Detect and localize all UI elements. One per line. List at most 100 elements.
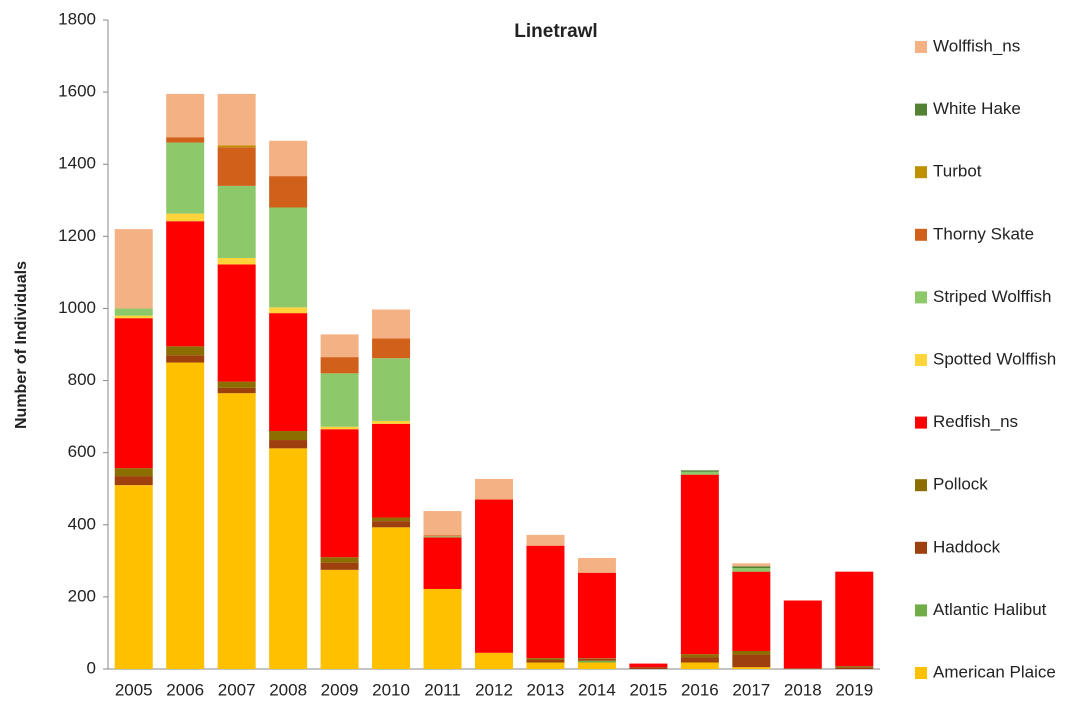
bar-segment bbox=[680, 654, 719, 658]
bar-segment bbox=[217, 145, 256, 148]
x-tick-label: 2009 bbox=[321, 680, 359, 699]
bar-segment bbox=[732, 563, 771, 567]
bar-segment bbox=[320, 357, 359, 374]
y-tick-label: 200 bbox=[68, 586, 96, 605]
chart-title: Linetrawl bbox=[514, 21, 597, 42]
bar-segment bbox=[372, 338, 411, 359]
legend-label: Pollock bbox=[933, 475, 988, 494]
y-tick-label: 1800 bbox=[58, 9, 96, 28]
legend-swatch bbox=[915, 604, 927, 617]
bar-segment bbox=[269, 313, 308, 432]
bar-segment bbox=[680, 471, 719, 475]
x-tick-label: 2006 bbox=[166, 680, 204, 699]
x-tick-label: 2007 bbox=[218, 680, 256, 699]
bar-segment bbox=[526, 534, 565, 546]
bar-segment bbox=[423, 537, 462, 589]
bar-segment bbox=[835, 571, 874, 667]
bar-segment bbox=[269, 176, 308, 208]
legend-swatch bbox=[915, 667, 927, 679]
bar-segment bbox=[269, 307, 308, 314]
bar-segment bbox=[423, 511, 462, 536]
bar-segment bbox=[269, 431, 308, 441]
bar-segment bbox=[320, 569, 359, 669]
bar-segment bbox=[680, 662, 719, 669]
bar-segment bbox=[423, 536, 462, 538]
bar-segment bbox=[217, 264, 256, 382]
legend-label: Wolffish_ns bbox=[933, 36, 1020, 55]
bar-segment bbox=[166, 346, 205, 356]
x-tick-label: 2019 bbox=[835, 680, 873, 699]
y-tick-label: 1000 bbox=[58, 298, 96, 317]
legend-swatch bbox=[915, 41, 927, 53]
legend-label: Turbot bbox=[933, 162, 982, 181]
y-tick-label: 1400 bbox=[58, 154, 96, 173]
bar-segment bbox=[114, 318, 153, 469]
bar-segment bbox=[526, 545, 565, 659]
bar-segment bbox=[166, 93, 205, 138]
x-tick-label: 2012 bbox=[475, 680, 513, 699]
legend-swatch bbox=[915, 541, 927, 554]
bar-segment bbox=[114, 308, 153, 316]
legend-label: American Plaice bbox=[933, 662, 1056, 681]
bar-segment bbox=[526, 662, 565, 669]
legend-swatch bbox=[915, 479, 927, 492]
bar-segment bbox=[783, 668, 822, 669]
x-tick-label: 2016 bbox=[681, 680, 719, 699]
bar-segment bbox=[732, 654, 771, 668]
x-tick-label: 2008 bbox=[269, 680, 307, 699]
bar-segment bbox=[166, 137, 205, 143]
legend-label: Thorny Skate bbox=[933, 224, 1034, 243]
legend-swatch bbox=[915, 103, 927, 116]
y-tick-label: 400 bbox=[68, 514, 96, 533]
x-tick-label: 2017 bbox=[732, 680, 770, 699]
bar-segment bbox=[372, 423, 411, 518]
bar-segment bbox=[166, 142, 205, 214]
bar-segment bbox=[269, 448, 308, 669]
bar-segment bbox=[577, 662, 616, 669]
legend-label: Spotted Wolffish bbox=[933, 349, 1056, 368]
y-tick-label: 800 bbox=[68, 370, 96, 389]
bar-segment bbox=[217, 147, 256, 186]
bar-segment bbox=[526, 659, 565, 663]
bar-segment bbox=[166, 213, 205, 222]
legend-swatch bbox=[915, 291, 927, 304]
bar-segment bbox=[732, 667, 771, 669]
legend-label: Redfish_ns bbox=[933, 412, 1018, 431]
bar-segment bbox=[629, 663, 668, 668]
x-tick-label: 2018 bbox=[784, 680, 822, 699]
bar-segment bbox=[114, 315, 153, 319]
bar-segment bbox=[114, 485, 153, 669]
bar-segment bbox=[166, 221, 205, 347]
legend-label: Haddock bbox=[933, 537, 1001, 556]
bar-segment bbox=[269, 440, 308, 449]
bar-segment bbox=[114, 229, 153, 309]
legend-swatch bbox=[915, 228, 927, 241]
bar-segment bbox=[577, 660, 616, 663]
bar-segment bbox=[320, 562, 359, 570]
bar-segment bbox=[217, 381, 256, 388]
bar-segment bbox=[680, 657, 719, 663]
bar-segment bbox=[526, 658, 565, 660]
y-tick-label: 1600 bbox=[58, 82, 96, 101]
bar-segment bbox=[475, 499, 513, 653]
bar-segment bbox=[475, 478, 513, 500]
bar-segment bbox=[320, 557, 359, 563]
y-tick-label: 1200 bbox=[58, 226, 96, 245]
legend-label: Striped Wolffish bbox=[933, 287, 1051, 306]
bar-segment bbox=[577, 658, 616, 661]
bar-segment bbox=[783, 600, 822, 669]
bar-segment bbox=[114, 468, 153, 477]
bar-segment bbox=[629, 667, 668, 669]
legend-label: Atlantic Halibut bbox=[933, 600, 1047, 619]
bar-segment bbox=[732, 571, 771, 651]
x-tick-label: 2013 bbox=[527, 680, 565, 699]
x-tick-label: 2011 bbox=[424, 680, 461, 699]
bar-segment bbox=[577, 557, 616, 573]
bar-segment bbox=[372, 527, 411, 669]
bar-segment bbox=[217, 393, 256, 669]
bar-segment bbox=[320, 429, 359, 558]
bar-segment bbox=[577, 658, 616, 659]
legend-swatch bbox=[915, 416, 927, 429]
bar-segment bbox=[835, 667, 874, 669]
